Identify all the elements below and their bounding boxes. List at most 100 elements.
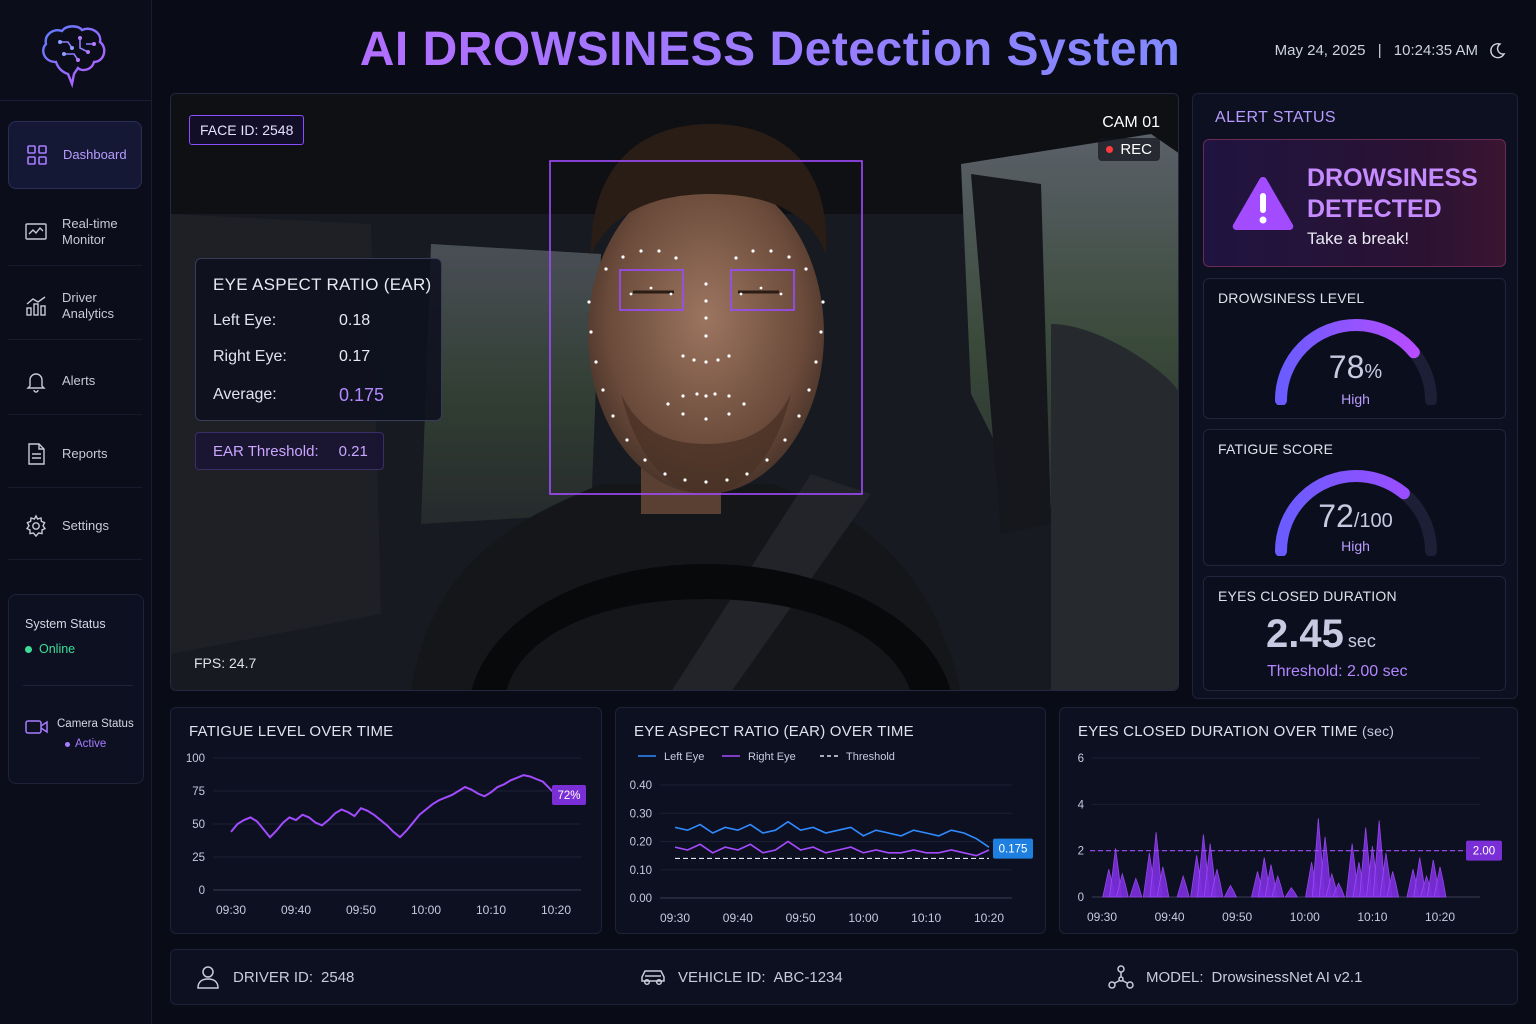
sidebar-item-alerts[interactable]: Alerts bbox=[8, 347, 142, 415]
sidebar-item-settings[interactable]: Settings bbox=[8, 492, 142, 560]
ear-threshold-value: 0.21 bbox=[338, 442, 368, 460]
end-value-label: 2.00 bbox=[1473, 846, 1495, 858]
average-value: 0.175 bbox=[339, 385, 385, 405]
sidebar-item-reports[interactable]: Reports bbox=[8, 420, 142, 488]
model-info: MODEL: DrowsinessNet AI v2.1 bbox=[1108, 964, 1362, 990]
sidebar-item-driver-analytics[interactable]: Driver Analytics bbox=[8, 272, 142, 340]
y-tick-label: 25 bbox=[192, 852, 205, 864]
status-dot-icon bbox=[65, 741, 70, 747]
alert-panel: ALERT STATUS DROWSINESS DETECTED Take a … bbox=[1192, 93, 1518, 699]
drowsiness-number: 78 bbox=[1328, 349, 1365, 385]
y-tick-label: 0.40 bbox=[630, 780, 652, 792]
drowsiness-level-text: High bbox=[1341, 391, 1370, 407]
drowsiness-level-card: DROWSINESS LEVEL 78% High bbox=[1203, 278, 1506, 419]
x-tick-label: 09:50 bbox=[1222, 910, 1252, 924]
driver-id: DRIVER ID: 2548 bbox=[195, 964, 354, 990]
fatigue-gauge bbox=[1275, 470, 1437, 556]
vehicle-id: VEHICLE ID: ABC-1234 bbox=[640, 964, 843, 990]
duration-spike bbox=[1331, 882, 1346, 898]
sidebar-item-realtime-monitor[interactable]: Real-time Monitor bbox=[8, 198, 142, 266]
left-eye-label: Left Eye: bbox=[213, 312, 277, 329]
eyes-closed-threshold-label: Threshold: bbox=[1267, 663, 1343, 680]
x-tick-label: 09:40 bbox=[723, 911, 753, 925]
warning-triangle-icon bbox=[1232, 177, 1294, 230]
sidebar-item-label: Alerts bbox=[62, 372, 96, 388]
alert-status-title: ALERT STATUS bbox=[1215, 109, 1336, 126]
y-tick-label: 100 bbox=[186, 753, 205, 765]
end-value-label: 72% bbox=[557, 790, 580, 802]
x-tick-label: 10:00 bbox=[1290, 910, 1320, 924]
x-tick-label: 10:00 bbox=[848, 911, 878, 925]
legend-label: Right Eye bbox=[748, 751, 796, 763]
x-tick-label: 10:20 bbox=[541, 903, 571, 917]
x-tick-label: 09:30 bbox=[660, 911, 690, 925]
sidebar-item-label: Reports bbox=[62, 445, 108, 461]
drowsiness-level-title: DROWSINESS LEVEL bbox=[1218, 290, 1365, 306]
end-value-badge bbox=[993, 838, 1033, 859]
y-tick-label: 6 bbox=[1078, 753, 1084, 765]
left-eye-value: 0.18 bbox=[339, 312, 371, 329]
y-tick-label: 0 bbox=[199, 885, 205, 897]
duration-spike bbox=[1284, 887, 1298, 898]
camera-label: CAM 01 bbox=[1102, 114, 1160, 131]
camera-status-text: Active bbox=[75, 738, 107, 750]
y-tick-label: 4 bbox=[1078, 799, 1085, 811]
fatigue-score-card: FATIGUE SCORE 72/100 High bbox=[1203, 429, 1506, 566]
monitor-icon bbox=[25, 222, 47, 240]
face-bounding-box bbox=[549, 160, 863, 495]
face-id-badge: FACE ID: 2548 bbox=[189, 115, 305, 145]
facial-landmarks bbox=[587, 249, 825, 484]
moon-icon[interactable] bbox=[1488, 42, 1506, 60]
fatigue-level-text: High bbox=[1341, 538, 1370, 554]
driver-id-value: 2548 bbox=[321, 968, 355, 986]
eyes-closed-card: EYES CLOSED DURATION 2.45 sec Threshold: … bbox=[1203, 576, 1506, 691]
eyes-closed-number: 2.45 bbox=[1266, 612, 1344, 656]
sidebar-item-label: Settings bbox=[62, 517, 109, 533]
fatigue-unit: /100 bbox=[1353, 510, 1393, 532]
camera-status: Camera Status Active bbox=[25, 717, 134, 750]
footer-bar: DRIVER ID: 2548 VEHICLE ID: ABC-1234 MOD… bbox=[170, 949, 1518, 1005]
duration-spike bbox=[1223, 884, 1238, 898]
user-icon bbox=[197, 966, 219, 989]
vehicle-id-label: VEHICLE ID: bbox=[678, 968, 766, 986]
x-tick-label: 10:20 bbox=[974, 911, 1004, 925]
bell-icon bbox=[26, 372, 46, 393]
chart-title-unit: (sec) bbox=[1362, 723, 1395, 739]
divider bbox=[23, 685, 133, 686]
brain-circuit-icon[interactable] bbox=[36, 22, 112, 88]
fatigue-value: 72/100 bbox=[1204, 498, 1507, 535]
series-line-right-eye bbox=[674, 840, 990, 857]
alert-headline: DROWSINESS DETECTED bbox=[1307, 164, 1478, 223]
datetime: May 24, 2025 | 10:24:35 AM bbox=[1275, 42, 1478, 59]
eyes-closed-threshold: Threshold: 2.00 sec bbox=[1267, 663, 1408, 681]
end-value-badge bbox=[552, 784, 586, 805]
y-tick-label: 0 bbox=[1078, 892, 1084, 904]
eyes-closed-area-chart: 0 2 4 6 09:30 09:40 09:50 10:00 10:10 10:20 2.00 bbox=[1078, 753, 1502, 924]
status-dot-icon bbox=[25, 645, 32, 653]
time-text: 10:24:35 AM bbox=[1393, 42, 1478, 59]
x-tick-label: 09:50 bbox=[346, 903, 376, 917]
grid-icon bbox=[27, 145, 47, 165]
fatigue-chart-card: FATIGUE LEVEL OVER TIME 0 25 50 75 100 09:30 0… bbox=[170, 707, 602, 934]
x-tick-label: 10:20 bbox=[1425, 910, 1455, 924]
sidebar-item-dashboard[interactable]: Dashboard bbox=[8, 121, 142, 189]
camera-status-value: Active bbox=[57, 738, 134, 750]
eyes-closed-value: 2.45 sec bbox=[1266, 612, 1376, 657]
right-eye-value: 0.17 bbox=[339, 348, 371, 365]
sidebar: Dashboard Real-time Monitor Driver Analyti… bbox=[0, 0, 152, 1024]
y-tick-label: 50 bbox=[192, 819, 205, 831]
fatigue-gauge-fill bbox=[1275, 470, 1437, 556]
chart-title: EYE ASPECT RATIO (EAR) OVER TIME bbox=[634, 723, 914, 740]
legend-label: Left Eye bbox=[664, 751, 704, 763]
date-text: May 24, 2025 bbox=[1274, 42, 1366, 59]
ear-line-chart: 0.00 0.10 0.20 0.30 0.40 09:30 09:40 09:50 10:00… bbox=[630, 751, 1033, 925]
duration-spike bbox=[1176, 874, 1190, 898]
eyes-closed-title: EYES CLOSED DURATION bbox=[1218, 588, 1397, 604]
face-detection-overlay bbox=[549, 160, 863, 495]
y-tick-label: 2 bbox=[1078, 846, 1084, 858]
system-status-value: Online bbox=[25, 642, 75, 656]
ear-threshold: EAR Threshold: 0.21 bbox=[195, 432, 384, 470]
fatigue-line-chart: 0 25 50 75 100 09:30 09:40 09:50 10:00 10:10 10:20… bbox=[186, 753, 586, 917]
fatigue-number: 72 bbox=[1318, 498, 1354, 534]
x-tick-label: 09:50 bbox=[786, 911, 816, 925]
